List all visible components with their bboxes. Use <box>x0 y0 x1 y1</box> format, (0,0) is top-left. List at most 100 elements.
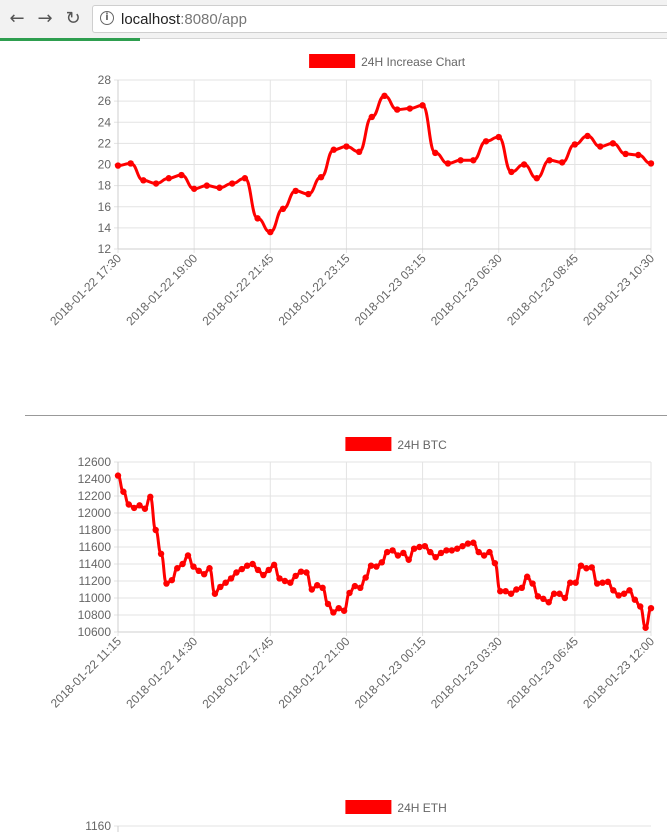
data-point <box>540 595 547 603</box>
data-point <box>533 175 540 182</box>
data-point <box>178 171 185 179</box>
forward-arrow-icon[interactable]: → <box>37 8 53 29</box>
data-point <box>324 600 332 608</box>
data-point <box>610 587 617 594</box>
y-tick-label: 11400 <box>79 557 112 571</box>
data-point <box>292 187 299 195</box>
data-point <box>508 168 515 176</box>
data-point <box>626 587 633 594</box>
data-point <box>249 560 256 568</box>
data-point <box>238 565 246 573</box>
x-tick-label: 2018-01-22 11:15 <box>48 634 124 710</box>
data-point <box>211 590 219 597</box>
data-point <box>203 182 211 189</box>
data-point <box>453 545 461 552</box>
data-point <box>241 175 249 182</box>
data-point <box>518 584 525 591</box>
data-point <box>179 560 186 568</box>
x-tick-label: 2018-01-22 23:15 <box>276 251 353 328</box>
legend-swatch <box>345 437 392 451</box>
data-point <box>254 215 261 222</box>
legend-swatch <box>345 800 392 814</box>
y-tick-label: 11200 <box>79 574 112 588</box>
data-point <box>486 548 493 556</box>
data-point <box>184 552 192 559</box>
x-tick-label: 2018-01-23 06:45 <box>504 634 581 711</box>
data-point <box>330 609 337 616</box>
x-tick-label: 2018-01-22 14:30 <box>123 634 200 711</box>
y-tick-label: 1160 <box>85 819 111 832</box>
data-point <box>287 579 294 586</box>
data-point <box>567 579 574 586</box>
address-text[interactable]: localhost:8080/app <box>121 11 247 28</box>
y-tick-label: 12200 <box>78 489 112 503</box>
data-point <box>216 184 223 191</box>
back-arrow-icon[interactable]: ← <box>9 8 25 29</box>
reload-icon[interactable]: ↻ <box>65 8 81 29</box>
data-point <box>267 228 274 236</box>
data-point <box>615 592 622 599</box>
data-point <box>276 575 283 582</box>
browser-toolbar: ← → ↻ i localhost:8080/app <box>0 0 667 39</box>
legend-swatch <box>309 54 356 68</box>
data-point <box>270 561 278 569</box>
url-path: :8080/app <box>180 11 247 28</box>
y-tick-label: 26 <box>98 94 112 108</box>
data-point <box>279 205 287 213</box>
data-point <box>416 543 423 551</box>
data-point <box>319 584 326 591</box>
x-tick-label: 2018-01-22 21:00 <box>276 634 353 711</box>
data-point <box>556 590 563 597</box>
info-icon[interactable]: i <box>100 11 114 25</box>
y-tick-label: 11800 <box>79 523 112 537</box>
data-point <box>346 589 353 597</box>
data-point <box>368 113 376 121</box>
data-point <box>136 502 143 509</box>
data-point <box>125 501 132 508</box>
data-point <box>400 549 407 557</box>
data-point <box>475 548 482 556</box>
x-tick-label: 2018-01-22 21:45 <box>200 251 277 328</box>
data-point <box>609 140 617 147</box>
y-tick-label: 24 <box>98 115 112 129</box>
data-point <box>227 575 235 582</box>
address-bar[interactable]: i localhost:8080/app <box>92 5 667 33</box>
x-tick-label: 2018-01-23 03:15 <box>352 251 429 328</box>
data-point <box>432 149 439 157</box>
data-point <box>217 583 224 591</box>
data-point <box>120 488 127 495</box>
data-point <box>200 571 208 578</box>
data-point <box>495 133 502 141</box>
y-tick-label: 28 <box>98 73 112 87</box>
data-point <box>523 573 531 580</box>
y-tick-label: 12400 <box>78 472 112 486</box>
data-point <box>343 143 350 150</box>
data-point <box>330 146 337 153</box>
y-tick-label: 10800 <box>78 608 112 622</box>
data-point <box>577 562 585 569</box>
x-tick-label: 2018-01-22 19:00 <box>123 251 200 328</box>
data-point <box>631 596 639 603</box>
data-point <box>647 160 655 167</box>
data-point <box>195 567 202 574</box>
x-tick-label: 2018-01-22 17:45 <box>200 634 277 711</box>
data-point <box>584 132 591 140</box>
y-tick-label: 18 <box>98 179 112 193</box>
data-point <box>229 180 236 187</box>
section-divider <box>25 415 667 416</box>
data-point <box>588 564 595 571</box>
data-point <box>470 539 477 546</box>
data-point <box>357 584 364 591</box>
data-point <box>292 572 299 580</box>
data-point <box>642 624 649 631</box>
data-point <box>114 472 122 479</box>
data-point <box>470 157 477 164</box>
data-point <box>647 605 655 612</box>
url-host: localhost <box>121 11 181 28</box>
data-point <box>604 578 612 586</box>
y-tick-label: 12600 <box>78 455 112 469</box>
x-tick-label: 2018-01-23 00:15 <box>352 634 429 711</box>
data-point <box>244 562 251 569</box>
data-point <box>571 141 579 148</box>
data-point <box>597 143 604 150</box>
